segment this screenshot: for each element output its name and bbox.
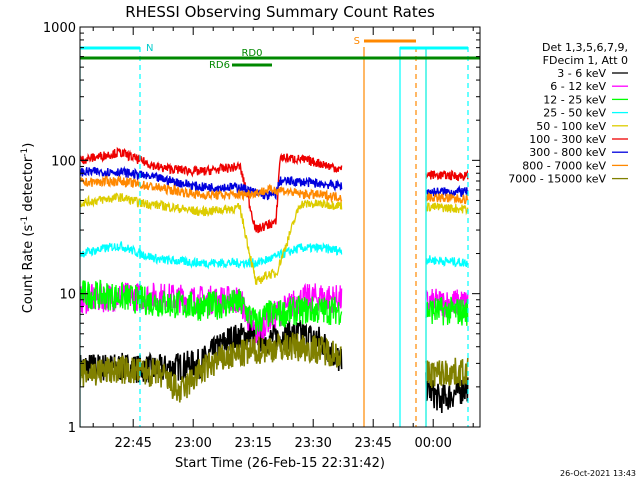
legend-entry-label: 50 - 100 keV <box>536 120 606 133</box>
x-tick-label: 23:45 <box>354 436 391 451</box>
series-trace <box>425 255 469 268</box>
legend-entry-label: 100 - 300 keV <box>529 133 606 146</box>
legend-entry-label: 800 - 7000 keV <box>522 159 606 172</box>
plot-area: RD0 RD6 N S <box>80 36 480 427</box>
series-trace <box>80 279 343 335</box>
series-7000-15000-kev <box>80 332 469 403</box>
legend-header-decimation: FDecim 1, Att 0 <box>543 54 628 67</box>
series-trace <box>80 332 343 403</box>
x-tick-label: 00:00 <box>414 436 451 451</box>
series-trace <box>425 296 469 326</box>
series-trace <box>425 192 469 205</box>
series-25-50-kev <box>80 241 469 270</box>
y-tick-label: 100 <box>51 154 76 169</box>
series-trace <box>80 192 343 285</box>
rd6-flag-label: RD6 <box>209 60 230 71</box>
legend-entry-label: 300 - 800 keV <box>529 146 606 159</box>
saa-flag-label: S <box>354 36 360 47</box>
series-50-100-kev <box>80 192 469 285</box>
rd0-flag-label: RD0 <box>241 48 262 59</box>
generation-timestamp: 26-Oct-2021 13:43 <box>560 469 636 478</box>
series-3-6-kev <box>80 320 469 414</box>
series-12-25-kev <box>80 279 469 335</box>
legend-entry-label: 12 - 25 keV <box>543 93 606 106</box>
series-trace <box>80 165 343 201</box>
series-800-7000-kev <box>80 174 469 205</box>
plot-clip-group <box>80 47 469 427</box>
series-300-800-kev <box>80 165 469 201</box>
series-trace <box>80 241 343 270</box>
axes: 1 10 100 1000 22:45 23:00 23:15 23:30 23:45 00:00 <box>43 21 481 451</box>
series-trace <box>425 184 469 199</box>
chart-title: RHESSI Observing Summary Count Rates <box>125 3 435 21</box>
legend-header-detectors: Det 1,3,5,6,7,9, <box>542 41 628 54</box>
x-tick-label: 23:00 <box>174 436 211 451</box>
series-trace <box>425 372 469 414</box>
series-trace <box>80 146 343 234</box>
series-trace <box>80 174 343 204</box>
y-tick-label: 1 <box>68 421 76 436</box>
series-trace <box>425 357 469 388</box>
night-flag-label: N <box>146 43 153 54</box>
x-tick-label: 23:30 <box>294 436 331 451</box>
series-trace <box>425 169 469 182</box>
y-tick-label: 10 <box>59 288 76 303</box>
series-trace <box>425 202 469 216</box>
legend-entry-label: 3 - 6 keV <box>557 67 606 80</box>
series-100-300-kev <box>80 146 469 234</box>
legend-entry-label: 25 - 50 keV <box>543 107 606 120</box>
legend: Det 1,3,5,6,7,9, FDecim 1, Att 0 3 - 6 k… <box>508 41 628 186</box>
y-axis-label: Count Rate (s-1 detector-1) <box>20 143 36 314</box>
x-tick-label: 23:15 <box>234 436 271 451</box>
x-tick-label: 22:45 <box>114 436 151 451</box>
series-trace <box>80 320 343 383</box>
y-tick-label: 1000 <box>43 21 76 36</box>
legend-entry-label: 7000 - 15000 keV <box>508 173 606 186</box>
x-axis-label: Start Time (26-Feb-15 22:31:42) <box>175 456 385 471</box>
plot-frame <box>79 26 481 428</box>
legend-entry-label: 6 - 12 keV <box>550 80 606 93</box>
